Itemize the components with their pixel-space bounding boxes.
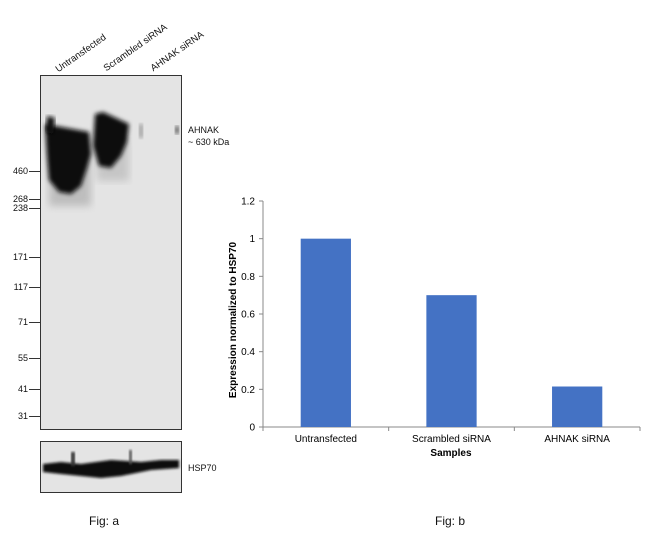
- y-tick-label: 0: [249, 423, 255, 434]
- bar-chart: Expression normalized to HSP70 Samples 0…: [228, 197, 641, 459]
- mw-marker-171: 171: [12, 252, 28, 262]
- bar-untransfected: [300, 238, 351, 427]
- mw-marker-71: 71: [17, 317, 28, 327]
- mw-tick: [29, 322, 40, 323]
- x-axis-title: Samples: [430, 448, 472, 459]
- x-tick-label: Untransfected: [295, 434, 357, 445]
- mw-marker-268: 268: [12, 194, 28, 204]
- mw-marker-238: 238: [12, 203, 28, 213]
- mw-marker-117: 117: [13, 282, 28, 292]
- target-protein-label: AHNAK: [188, 125, 220, 135]
- y-tick-label: 0.4: [241, 347, 255, 358]
- mw-marker-460: 460: [12, 166, 28, 176]
- mw-tick: [29, 208, 40, 209]
- bar-ahnak-sirna: [552, 386, 603, 427]
- loading-control-band: [43, 450, 179, 478]
- mw-tick: [29, 257, 40, 258]
- panel-label-b: Fig: b: [435, 514, 466, 528]
- band-lane-scrambled: [93, 112, 129, 181]
- mw-tick: [29, 416, 40, 417]
- y-tick-label: 0.6: [241, 310, 255, 321]
- y-axis-title: Expression normalized to HSP70: [228, 241, 239, 398]
- x-tick-label: AHNAK siRNA: [544, 434, 610, 445]
- mw-marker-55: 55: [17, 353, 28, 363]
- loading-control-label: HSP70: [188, 463, 217, 473]
- panel-label-a: Fig: a: [89, 514, 120, 528]
- y-tick-label: 1: [249, 234, 255, 245]
- target-size-label: ~ 630 kDa: [188, 137, 230, 147]
- mw-marker-41: 41: [17, 384, 28, 394]
- bar-scrambled-sirna: [426, 295, 477, 427]
- band-lane-untransfected: [45, 116, 91, 206]
- mw-tick: [29, 358, 40, 359]
- band-lane-ahnak-sirna: [139, 124, 179, 138]
- y-tick-label: 0.2: [241, 385, 255, 396]
- x-tick-label: Scrambled siRNA: [412, 434, 491, 445]
- mw-tick: [29, 171, 40, 172]
- western-blot-loading-control: [40, 441, 182, 493]
- lane-label-untransfected: Untransfected: [53, 32, 109, 75]
- y-tick-label: 0.8: [241, 272, 255, 283]
- mw-tick: [29, 287, 40, 288]
- western-blot-main: [40, 75, 182, 430]
- y-tick-label: 1.2: [241, 197, 255, 208]
- mw-tick: [29, 389, 40, 390]
- mw-tick: [29, 199, 40, 200]
- blot-bands: [45, 112, 179, 206]
- mw-marker-31: 31: [17, 411, 28, 421]
